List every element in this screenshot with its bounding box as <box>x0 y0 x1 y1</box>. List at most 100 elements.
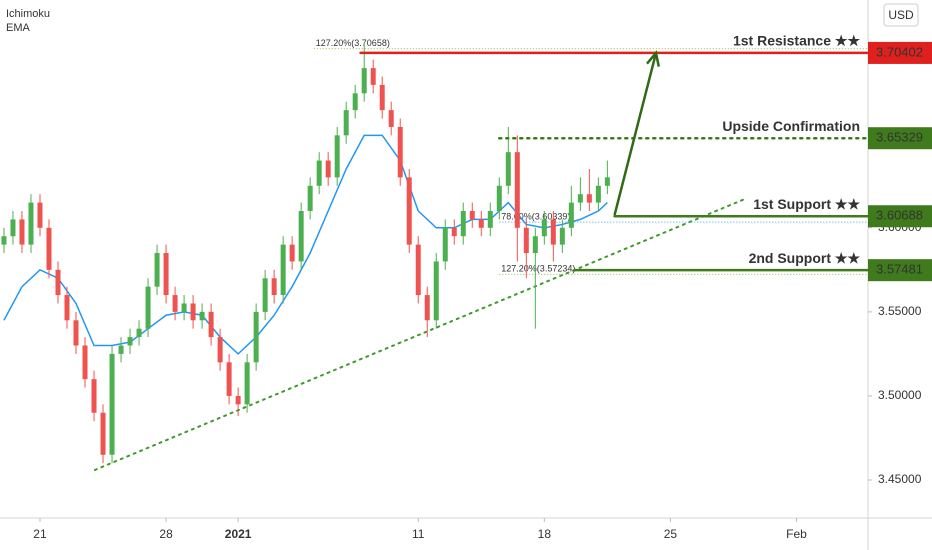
candle-body <box>118 345 124 354</box>
candle-body <box>298 210 304 262</box>
candle-body <box>172 295 178 312</box>
candle-body <box>154 253 160 287</box>
candle-body <box>307 185 313 211</box>
candle-body <box>568 202 574 228</box>
candle-body <box>28 202 34 245</box>
currency-label: USD <box>888 8 914 22</box>
candle-body <box>460 210 466 237</box>
candle-body <box>289 244 295 262</box>
level-label: 1st Resistance ★★ <box>733 33 860 49</box>
candle-body <box>334 135 340 178</box>
candle-body <box>262 278 268 312</box>
candle-body <box>82 345 88 380</box>
candle-body <box>496 185 502 211</box>
x-tick-label: 18 <box>538 527 552 541</box>
candle-body <box>370 68 376 85</box>
candle-body <box>586 194 592 203</box>
candle-body <box>541 219 547 237</box>
candle-body <box>100 412 106 455</box>
x-tick-label: 25 <box>664 527 678 541</box>
candle-body <box>163 253 169 296</box>
candle-body <box>109 353 115 455</box>
level-label: 1st Support ★★ <box>753 196 860 212</box>
candle-body <box>559 227 565 245</box>
candle-body <box>352 93 358 111</box>
x-tick-label: Feb <box>786 527 807 541</box>
candle-body <box>361 68 367 94</box>
candle-body <box>550 219 556 245</box>
fib-label: 78.60%(3.60339) <box>501 211 570 221</box>
candle-body <box>208 311 214 338</box>
level-value-box <box>868 259 932 282</box>
candle-body <box>505 152 511 186</box>
y-tick-label: 3.45000 <box>878 472 922 486</box>
candle-body <box>10 219 16 237</box>
candle-body <box>442 227 448 262</box>
candle-body <box>127 337 133 346</box>
candle-body <box>415 244 421 296</box>
y-tick-label: 3.55000 <box>878 304 922 318</box>
candle-body <box>217 337 223 363</box>
candle-body <box>19 219 25 245</box>
fib-label: 127.20%(3.70658) <box>316 38 390 48</box>
level-value-box <box>868 127 932 150</box>
candle-body <box>523 227 529 254</box>
level-value: 3.60688 <box>876 208 923 223</box>
y-tick-label: 3.50000 <box>878 388 922 402</box>
candle-body <box>316 160 322 186</box>
candle-body <box>136 328 142 338</box>
candle-body <box>595 185 601 203</box>
candle-body <box>91 379 97 413</box>
candle-body <box>73 320 79 346</box>
candle-body <box>253 311 259 363</box>
candle-body <box>235 395 241 405</box>
x-tick-label: 11 <box>412 527 425 541</box>
candle-body <box>46 227 52 270</box>
candle-body <box>514 152 520 228</box>
level-value-box <box>868 41 932 64</box>
level-value: 3.70402 <box>876 44 923 59</box>
candle-body <box>424 295 430 321</box>
currency-button[interactable] <box>883 3 919 27</box>
x-tick-label: 28 <box>159 527 173 541</box>
candle-body <box>271 278 277 296</box>
candle-body <box>244 362 250 405</box>
x-tick-label: 2021 <box>225 527 252 541</box>
candle-body <box>469 210 475 220</box>
candle-body <box>451 227 457 237</box>
candle-body <box>1 236 7 245</box>
candle-body <box>55 269 61 296</box>
candle-body <box>379 84 385 111</box>
candle-body <box>325 160 331 178</box>
trendline <box>93 198 746 471</box>
candle-body <box>532 236 538 254</box>
level-label: 2nd Support ★★ <box>749 250 861 266</box>
candle-body <box>397 126 403 178</box>
arrow-shaft <box>613 52 658 216</box>
candle-body <box>604 177 610 186</box>
candle-body <box>37 202 43 228</box>
level-value: 3.57481 <box>876 262 923 277</box>
candle-body <box>388 110 394 127</box>
x-tick-label: 21 <box>33 527 47 541</box>
candle-body <box>181 303 187 312</box>
candle-body <box>343 110 349 136</box>
fib-label: 127.20%(3.57234) <box>501 264 575 274</box>
candle-body <box>190 303 196 321</box>
candle-body <box>199 311 205 321</box>
ema-line <box>3 134 608 355</box>
candle-body <box>280 244 286 296</box>
candle-body <box>478 219 484 228</box>
candle-body <box>487 210 493 228</box>
level-label: Upside Confirmation <box>722 118 860 134</box>
indicator-label: Ichimoku <box>6 8 50 20</box>
candle-body <box>64 295 70 321</box>
level-value: 3.65329 <box>876 130 923 145</box>
indicator-label: EMA <box>6 22 31 34</box>
level-value-box <box>868 205 932 228</box>
candle-body <box>226 362 232 396</box>
candle-body <box>406 177 412 245</box>
candle-body <box>145 286 151 329</box>
